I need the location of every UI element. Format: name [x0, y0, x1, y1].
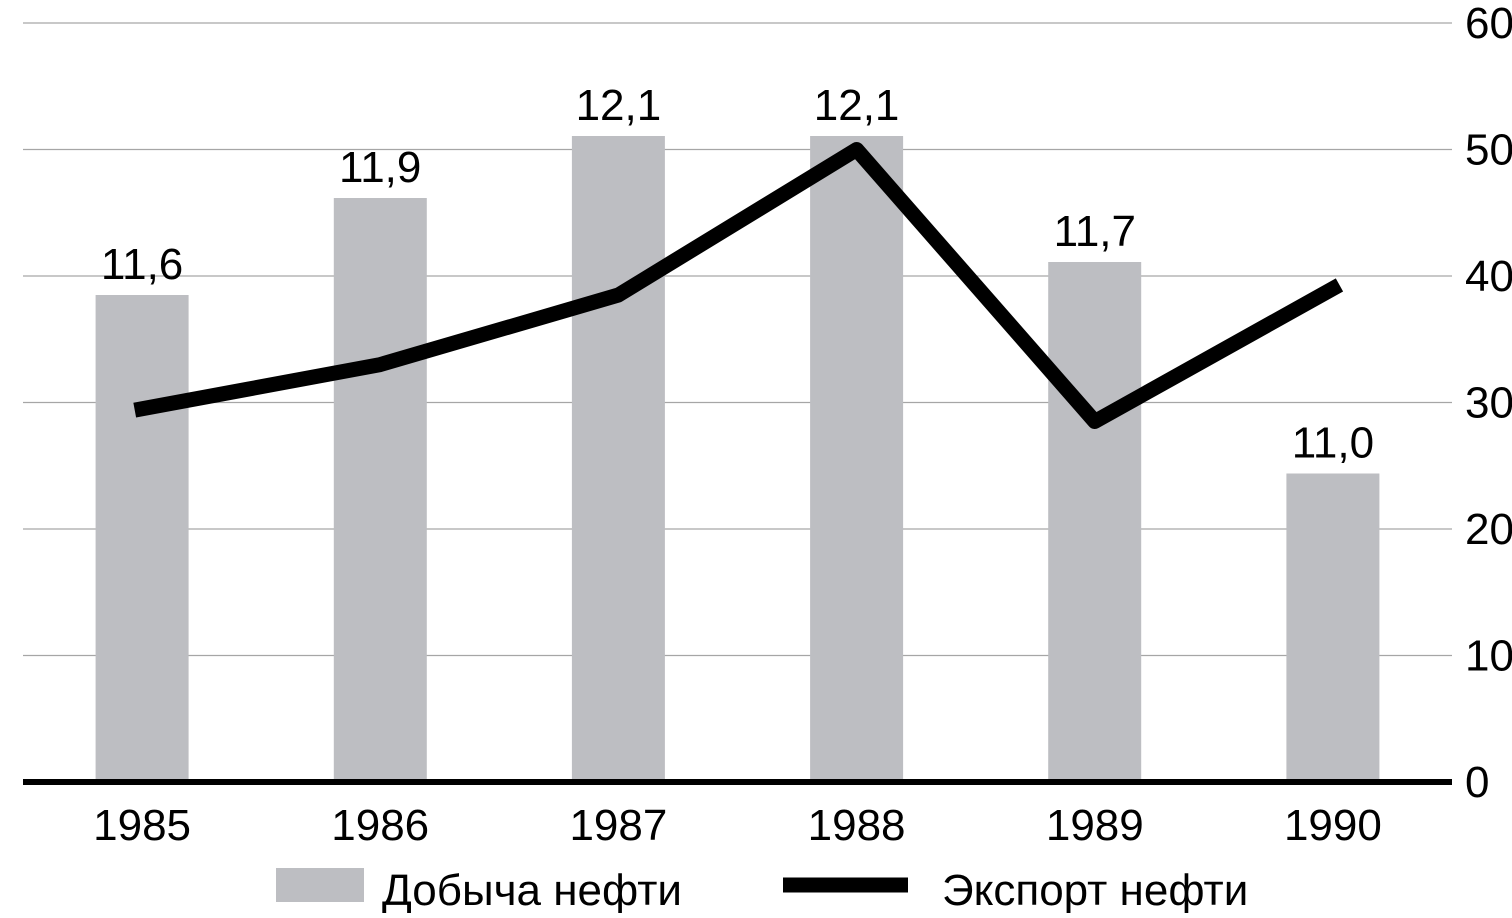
svg-text:11,0: 11,0	[1292, 419, 1374, 468]
svg-text:1986: 1986	[331, 801, 429, 850]
svg-text:12,1: 12,1	[814, 81, 900, 130]
svg-text:12,1: 12,1	[576, 81, 662, 130]
svg-text:40: 40	[1465, 252, 1512, 301]
svg-text:1988: 1988	[808, 801, 906, 850]
svg-text:11,7: 11,7	[1054, 207, 1136, 256]
svg-text:1985: 1985	[93, 801, 191, 850]
svg-text:1989: 1989	[1046, 801, 1144, 850]
svg-text:10: 10	[1465, 632, 1512, 681]
svg-text:30: 30	[1465, 379, 1512, 428]
svg-text:50: 50	[1465, 126, 1512, 175]
svg-text:Экспорт нефти: Экспорт нефти	[942, 866, 1248, 913]
svg-text:0: 0	[1465, 758, 1489, 807]
svg-text:11,6: 11,6	[101, 240, 183, 289]
svg-text:1987: 1987	[569, 801, 667, 850]
svg-text:1990: 1990	[1284, 801, 1382, 850]
svg-text:20: 20	[1465, 505, 1512, 554]
svg-text:Добыча нефти: Добыча нефти	[382, 866, 682, 913]
svg-text:11,9: 11,9	[339, 143, 421, 192]
svg-text:60: 60	[1465, 0, 1512, 48]
